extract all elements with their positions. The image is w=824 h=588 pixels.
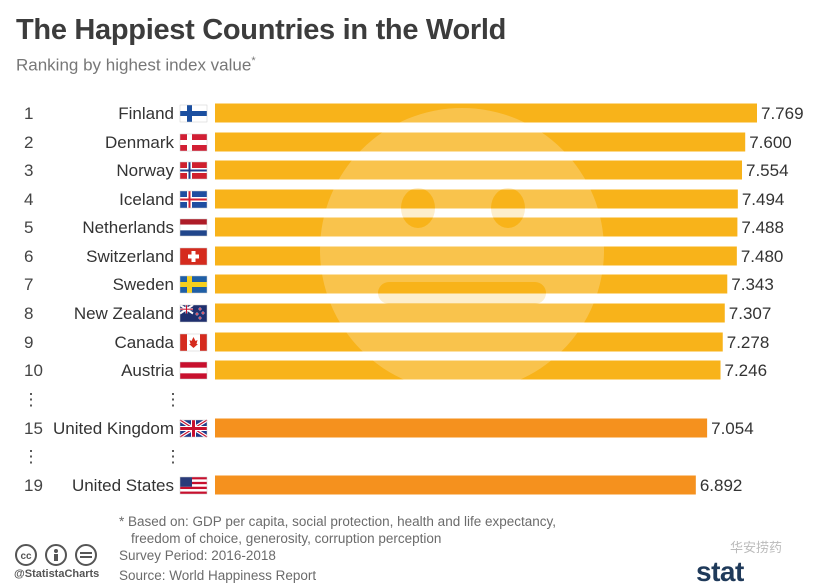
cc-icon xyxy=(15,544,37,566)
country-label: Netherlands xyxy=(82,218,174,237)
bar-nl xyxy=(215,217,738,237)
smiley-face-icon xyxy=(320,108,604,392)
brand-handle: @StatistaCharts xyxy=(14,568,100,580)
statista-logo: stat xyxy=(696,556,744,587)
flag-ch-icon xyxy=(179,247,208,266)
bar-us xyxy=(215,475,696,495)
rank-label: 6 xyxy=(24,247,33,266)
rank-label: 7 xyxy=(24,275,33,294)
chart-title: The Happiest Countries in the World xyxy=(16,14,507,46)
bar-fi xyxy=(215,103,757,123)
value-label: 7.480 xyxy=(741,247,784,266)
country-label: Finland xyxy=(118,104,174,123)
value-label: 7.554 xyxy=(746,161,789,180)
bar-ch xyxy=(215,246,737,266)
rank-label: 15 xyxy=(24,419,43,438)
rank-label: 10 xyxy=(24,361,43,380)
country-label: United Kingdom xyxy=(53,419,174,438)
bar-no xyxy=(215,160,743,180)
rank-label: 5 xyxy=(24,218,33,237)
footnote-line-1: * Based on: GDP per capita, social prote… xyxy=(119,514,557,529)
country-label: New Zealand xyxy=(74,304,174,323)
no-derivatives-icon xyxy=(75,544,97,566)
bar-se xyxy=(215,274,728,294)
flag-is-icon xyxy=(179,190,208,209)
ellipsis-mark: ⋮ xyxy=(165,447,182,466)
flag-nl-icon xyxy=(179,218,208,237)
rank-label: 8 xyxy=(24,304,33,323)
value-label: 7.488 xyxy=(741,218,784,237)
survey-period: Survey Period: 2016-2018 xyxy=(119,548,276,563)
bar-chart: 1 Finland 7.769 2 Denmark 7.600 3 Norway 7.554 4 I… xyxy=(23,103,804,495)
flag-us-icon xyxy=(179,476,208,495)
bar-gb xyxy=(215,418,708,438)
value-label: 7.343 xyxy=(731,275,774,294)
ellipsis-mark: ⋮ xyxy=(23,447,40,466)
ellipsis-mark: ⋮ xyxy=(165,390,182,409)
bar-dk xyxy=(215,132,746,152)
bar-is xyxy=(215,189,738,209)
svg-text:cc: cc xyxy=(20,551,32,562)
flag-nz-icon xyxy=(179,304,208,323)
bar-ca xyxy=(215,332,723,352)
rank-label: 9 xyxy=(24,333,33,352)
value-label: 7.054 xyxy=(711,419,754,438)
country-label: Canada xyxy=(114,333,174,352)
creative-commons-icons: cc xyxy=(15,544,97,566)
flag-at-icon xyxy=(179,361,208,380)
source-note: Source: World Happiness Report xyxy=(119,568,317,583)
country-label: Norway xyxy=(116,161,174,180)
rank-label: 4 xyxy=(24,190,33,209)
value-label: 7.769 xyxy=(761,104,804,123)
value-label: 7.600 xyxy=(749,133,792,152)
flag-dk-icon xyxy=(179,133,208,152)
country-label: Iceland xyxy=(119,190,174,209)
ellipsis-mark: ⋮ xyxy=(23,390,40,409)
value-label: 7.494 xyxy=(742,190,785,209)
bar-at xyxy=(215,360,721,380)
rank-label: 3 xyxy=(24,161,33,180)
rank-label: 2 xyxy=(24,133,33,152)
flag-se-icon xyxy=(179,275,208,294)
country-label: Switzerland xyxy=(86,247,174,266)
value-label: 7.278 xyxy=(727,333,770,352)
value-label: 6.892 xyxy=(700,476,743,495)
country-label: United States xyxy=(72,476,174,495)
country-label: Denmark xyxy=(105,133,174,152)
country-label: Austria xyxy=(121,361,174,380)
flag-no-icon xyxy=(179,161,208,180)
value-label: 7.246 xyxy=(725,361,768,380)
flag-gb-icon xyxy=(179,418,208,439)
watermark: 华安捞药 xyxy=(730,540,783,555)
chart-subtitle: Ranking by highest index value* xyxy=(16,55,256,75)
flag-fi-icon xyxy=(179,104,208,123)
bar-nz xyxy=(215,303,725,323)
rank-label: 1 xyxy=(24,104,33,123)
footnote-line-2: freedom of choice, generosity, corruptio… xyxy=(131,531,442,546)
flag-ca-icon xyxy=(179,333,208,352)
country-label: Sweden xyxy=(113,275,174,294)
bars-group: 1 Finland 7.769 2 Denmark 7.600 3 Norway 7.554 4 I… xyxy=(24,103,804,495)
attribution-icon xyxy=(45,544,67,566)
rank-label: 19 xyxy=(24,476,43,495)
value-label: 7.307 xyxy=(729,304,772,323)
